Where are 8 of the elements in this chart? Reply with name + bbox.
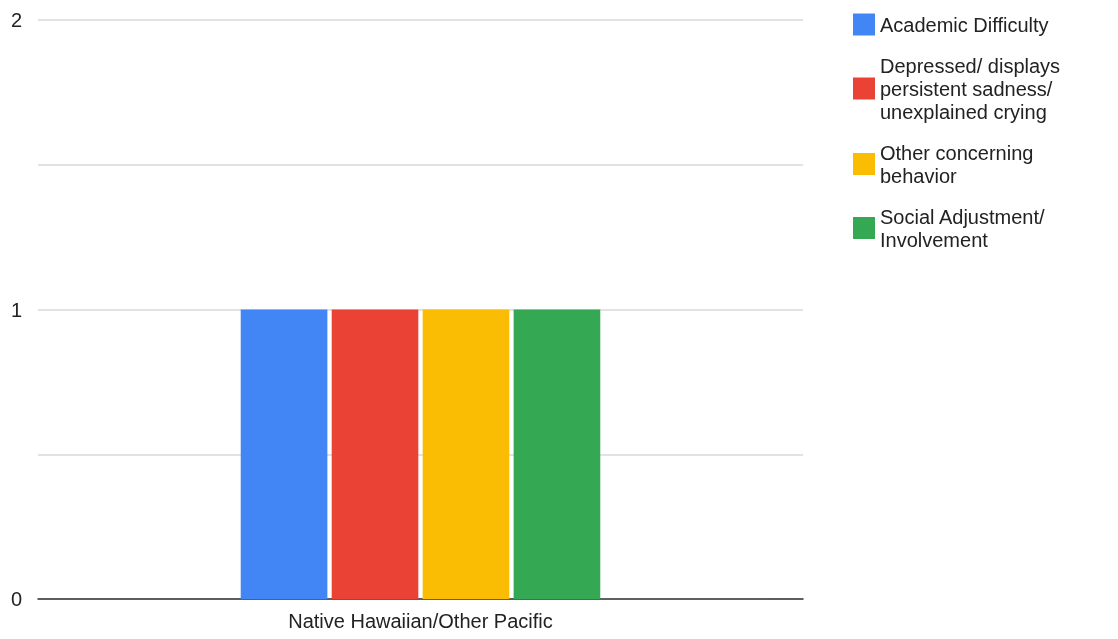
- legend-label: Social Adjustment/ Involvement: [880, 205, 1051, 251]
- x-tick-label: Native Hawaiian/Other Pacific: [288, 610, 553, 632]
- legend-label: Academic Difficulty: [880, 13, 1049, 36]
- y-tick-label: 2: [10, 9, 22, 31]
- y-tick-label: 1: [10, 298, 22, 321]
- legend-label: Other concerning behavior: [880, 141, 1039, 187]
- legend-label: Depressed/ displays persistent sadness/ unexplained crying: [880, 54, 1066, 123]
- y-tick-label: 0: [10, 588, 22, 610]
